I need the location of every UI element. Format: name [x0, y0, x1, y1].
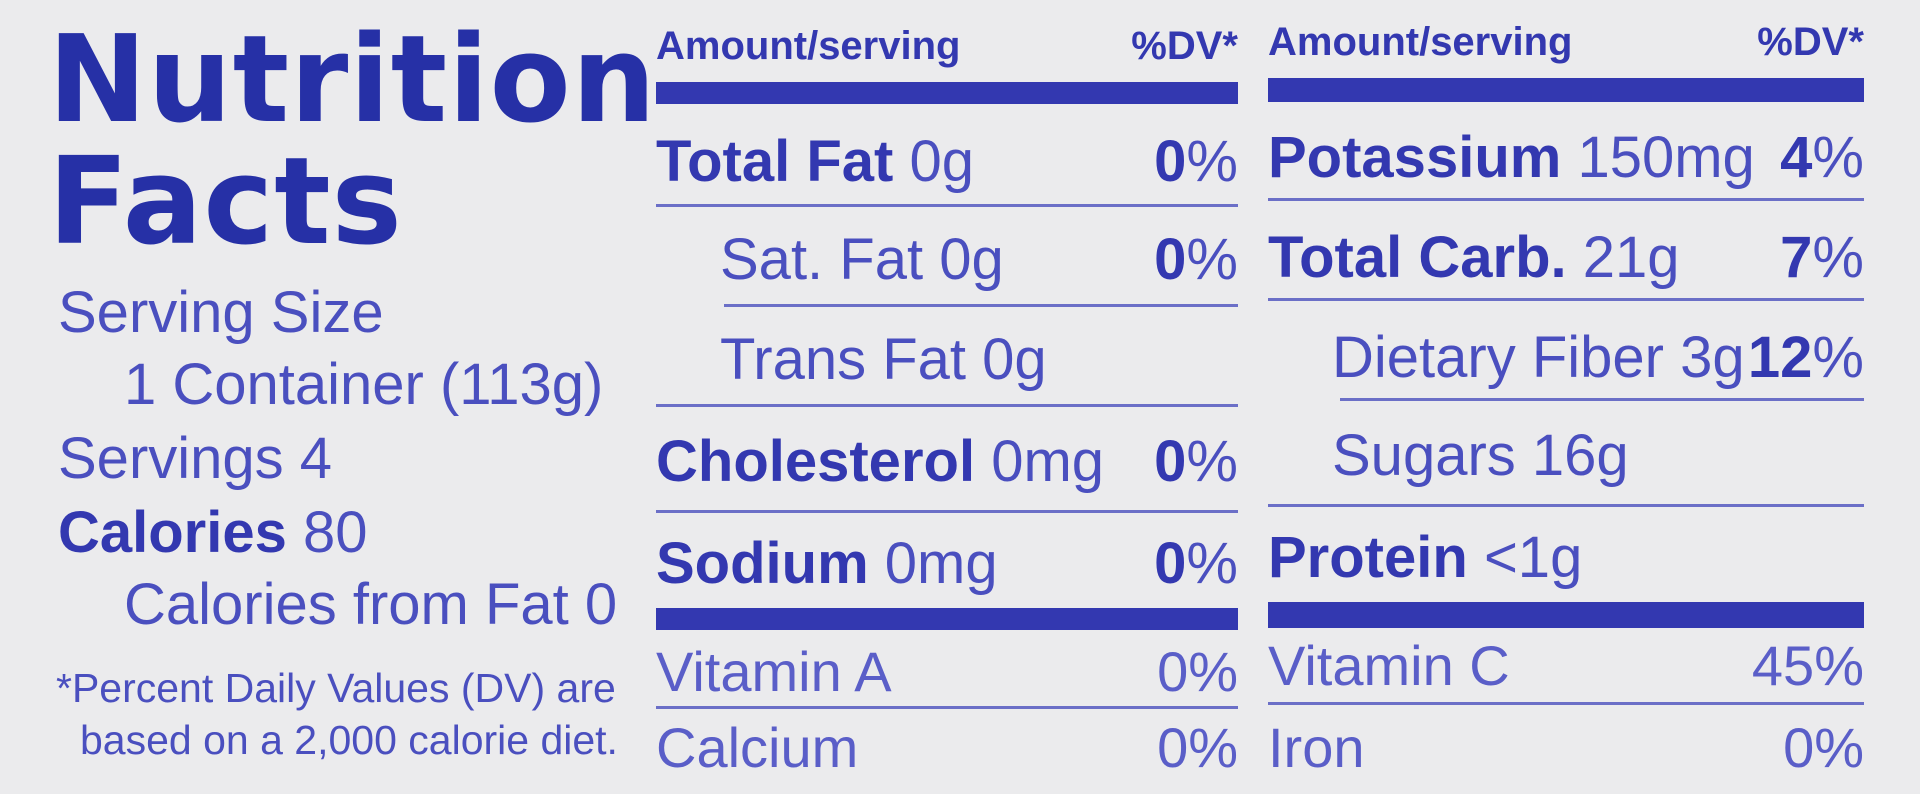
nutrient-dv: 0%	[1154, 129, 1238, 194]
nutrient-row-sodium: Sodium 0mg 0%	[656, 524, 1238, 604]
nutrient-name: Protein	[1268, 525, 1468, 590]
vitamin-dv: 0%	[1157, 716, 1238, 779]
table-header: Amount/serving %DV*	[656, 24, 1238, 74]
nutrient-name: Sat. Fat 0g	[720, 227, 1004, 292]
nutrient-dv: 4%	[1780, 125, 1864, 190]
nutrient-row-potassium: Potassium 150mg 4%	[1268, 118, 1864, 198]
header-dv: %DV*	[1757, 20, 1864, 64]
title-nutrition: Nutrition	[48, 8, 657, 150]
divider	[1268, 504, 1864, 507]
nutrient-name: Potassium	[1268, 125, 1562, 190]
nutrient-name: Total Fat	[656, 129, 894, 194]
header-amount: Amount/serving	[656, 24, 961, 68]
nutrient-row-sat-fat: Sat. Fat 0g 0%	[656, 220, 1238, 300]
thick-divider	[656, 82, 1238, 104]
nutrient-dv: 0%	[1154, 531, 1238, 596]
thick-divider	[656, 608, 1238, 630]
nutrient-row-dietary-fiber: Dietary Fiber 3g 12%	[1268, 318, 1864, 398]
nutrient-row-total-carb: Total Carb. 21g 7%	[1268, 218, 1864, 298]
nutrient-dv: 0%	[1154, 227, 1238, 292]
vitamin-row-calcium: Calcium 0%	[656, 712, 1238, 784]
vitamin-row-vitamin-a: Vitamin A 0%	[656, 636, 1238, 708]
nutrient-dv: 0%	[1154, 429, 1238, 494]
thick-divider	[1268, 78, 1864, 102]
footnote-line-2: based on a 2,000 calorie diet.	[80, 717, 618, 763]
nutrient-name: Sodium	[656, 531, 869, 596]
header-dv: %DV*	[1131, 24, 1238, 68]
servings-line: Servings 4	[58, 424, 332, 494]
divider	[724, 304, 1238, 307]
servings-label: Servings	[58, 426, 284, 491]
vitamin-dv: 0%	[1783, 716, 1864, 779]
nutrient-name: Sugars 16g	[1332, 423, 1629, 488]
nutrient-amount: 0mg	[991, 429, 1105, 494]
serving-size-label: Serving Size	[58, 280, 384, 345]
nutrient-row-protein: Protein <1g	[1268, 518, 1864, 598]
nutrient-name: Trans Fat 0g	[720, 327, 1047, 392]
footnote-line-1: *Percent Daily Values (DV) are	[56, 665, 616, 711]
vitamin-row-vitamin-c: Vitamin C 45%	[1268, 630, 1864, 702]
vitamin-dv: 45%	[1751, 634, 1864, 697]
divider	[1340, 398, 1864, 401]
thick-divider	[1268, 602, 1864, 628]
nutrient-name: Cholesterol	[656, 429, 976, 494]
nutrient-amount: 0mg	[884, 531, 998, 596]
nutrient-row-total-fat: Total Fat 0g 0%	[656, 122, 1238, 202]
nutrient-dv: 7%	[1780, 225, 1864, 290]
divider	[1268, 198, 1864, 201]
label-heading-section: Nutrition Facts	[48, 8, 657, 272]
divider	[656, 404, 1238, 407]
vitamin-name: Calcium	[656, 716, 859, 779]
nutrient-amount: 150mg	[1577, 125, 1755, 190]
serving-size-value: 1 Container (113g)	[124, 352, 604, 417]
nutrient-row-trans-fat: Trans Fat 0g	[656, 320, 1238, 400]
vitamin-row-iron: Iron 0%	[1268, 712, 1864, 784]
vitamin-dv: 0%	[1157, 640, 1238, 703]
calories-label: Calories	[58, 500, 287, 565]
nutrient-row-sugars: Sugars 16g	[1268, 416, 1864, 496]
nutrient-amount: 21g	[1582, 225, 1680, 290]
divider	[1268, 298, 1864, 301]
header-amount: Amount/serving	[1268, 20, 1573, 64]
table-header: Amount/serving %DV*	[1268, 20, 1864, 70]
vitamin-name: Vitamin A	[656, 640, 892, 703]
nutrient-dv: 12%	[1747, 325, 1864, 390]
vitamin-name: Vitamin C	[1268, 634, 1510, 697]
servings-value: 4	[299, 426, 333, 491]
divider	[656, 706, 1238, 709]
calories-line: Calories 80	[58, 498, 368, 568]
title-facts: Facts	[48, 130, 403, 272]
calories-value: 80	[303, 500, 368, 565]
nutrient-amount: <1g	[1483, 525, 1583, 590]
vitamin-name: Iron	[1268, 716, 1365, 779]
divider	[656, 204, 1238, 207]
calories-from-fat: Calories from Fat 0	[124, 572, 618, 637]
nutrient-name: Total Carb.	[1268, 225, 1567, 290]
divider	[656, 510, 1238, 513]
divider	[1268, 702, 1864, 705]
nutrient-row-cholesterol: Cholesterol 0mg 0%	[656, 422, 1238, 502]
nutrient-name: Dietary Fiber 3g	[1332, 325, 1745, 390]
nutrient-amount: 0g	[909, 129, 974, 194]
